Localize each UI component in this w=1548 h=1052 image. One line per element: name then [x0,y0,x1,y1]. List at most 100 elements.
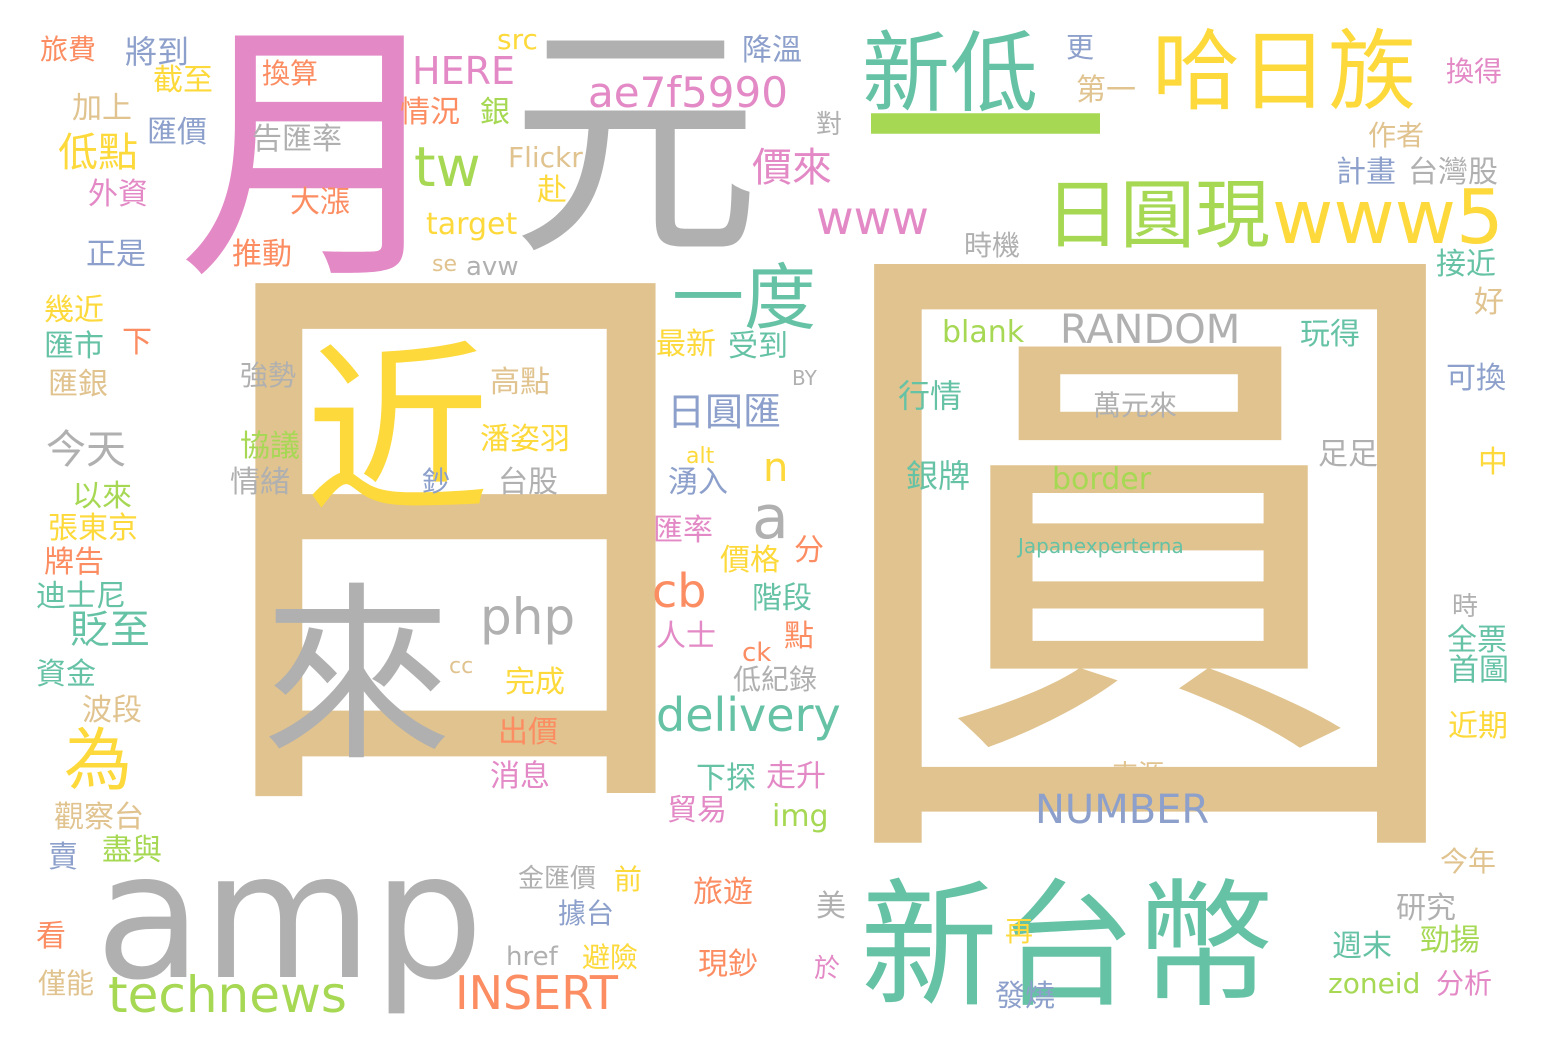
word-ae7f5990: ae7f5990 [588,68,788,117]
word-go-to: 赴 [537,173,567,208]
word-img: img [772,799,829,834]
word-border: border [1052,462,1152,497]
word-as-of: 截至 [153,63,213,98]
word-promote: 推動 [232,237,292,272]
word-convert: 換算 [262,57,319,90]
word-a: a [752,483,789,553]
word-get-in-exchange: 換得 [1446,55,1503,88]
word-recently: 近期 [1448,709,1508,744]
word-exactly: 正是 [86,237,146,272]
word-delivery: delivery [656,688,841,742]
word-yi: 一 [860,0,1110,280]
word-cb: cb [652,564,707,618]
word-src: src [497,23,538,56]
word-source: 來源 [1112,760,1165,790]
word-blank: blank [942,315,1025,350]
word-exchange-rate: 匯率 [653,513,713,548]
word-before: 前 [614,863,643,896]
word-travel: 旅遊 [693,875,753,910]
word-flood-in: 湧入 [668,465,728,500]
word-fever: 發燒 [995,979,1055,1014]
word-author: 作者 [1368,119,1425,152]
word-www: www [816,191,929,245]
word-technews: technews [108,966,347,1024]
word-yen-cash: 日圓現 [1045,171,1271,259]
word-alt: alt [686,444,715,469]
word-timing: 時機 [964,229,1021,262]
word-php: php [480,588,576,646]
word-lai: 來 [262,566,453,787]
word-hedge: 避險 [582,941,639,974]
word-hari-zu: 哈日族 [1152,20,1417,123]
word-once: 一度 [672,256,817,340]
word-by: BY [792,366,817,390]
word-fx-market: 匯市 [44,329,104,364]
word-fully: 足足 [1318,437,1378,472]
word-surge: 大漲 [290,185,350,220]
word-price: 價格 [720,543,780,578]
word-exchange-price: 匯價 [147,115,207,150]
word-ri-large: 日 [148,188,758,898]
word-strong: 強勢 [240,359,297,392]
word-fx-bank: 匯銀 [48,367,108,402]
word-avw: avw [466,252,519,282]
word-random: RANDOM [1060,307,1241,353]
word-affected: 受到 [728,329,788,364]
word-tw-shares: 台灣股 [1408,155,1498,190]
word-shi: 時 [1452,592,1479,622]
word-announce-rate: 告匯率 [252,122,342,157]
word-agreement: 協議 [240,429,300,464]
word-funds: 資金 [36,657,96,692]
word-sell: 賣 [48,840,78,875]
word-yin: 銀 [480,95,510,130]
word-jin: 近 [305,324,490,540]
word-yu: 於 [814,954,841,984]
word-look: 看 [36,919,66,954]
word-nearly: 幾近 [44,293,104,328]
word-analysis: 分析 [1436,967,1493,1000]
word-foreign-capital: 外資 [88,177,148,212]
word-ck: ck [742,638,772,668]
word-per-taiwan: 據台 [558,897,615,930]
word-zoneid: zoneid [1328,967,1421,1000]
word-trade: 貿易 [667,793,727,828]
word-silver-medal: 銀牌 [906,457,971,495]
word-cc: cc [449,654,474,679]
word-yuan-large: 圓 [820,175,1480,944]
word-only-can: 僅能 [38,967,95,1000]
word-depreciate-to: 貶至 [70,607,150,653]
word-this-year: 今年 [1440,845,1497,878]
word-price-come: 價來 [752,145,832,191]
word-posted: 牌告 [44,545,104,580]
word-href: href [506,942,558,972]
word-play: 玩得 [1300,317,1360,352]
word-today: 今天 [46,427,126,473]
word-market: 行情 [898,377,963,415]
word-target: target [426,207,518,242]
word-www5: www5 [1272,173,1504,261]
word-yue: 月 [178,0,453,317]
word-strong-rise: 勁揚 [1420,923,1480,958]
word-exchangeable: 可換 [1446,361,1506,396]
word-banknote: 現鈔 [698,947,758,982]
word-weekend: 週末 [1332,929,1392,964]
word-research: 研究 [1396,891,1456,926]
word-tw: tw [414,135,481,199]
word-wei: 為 [64,722,133,801]
word-japanexperterna: Japanexperterna [1018,534,1184,558]
word-fen: 分 [794,533,824,568]
word-n: n [763,445,789,491]
word-stage: 階段 [752,581,812,616]
word-people: 人士 [656,619,716,654]
word-insert: INSERT [455,966,618,1020]
word-gold-price: 金匯價 [518,864,597,894]
word-wave: 波段 [82,693,142,728]
word-new-taiwan-dollar: 新台幣 [860,866,1275,1027]
word-yen-exchange: 日圓匯 [667,390,782,434]
word-since: 以來 [72,479,132,514]
word-zhang-tokyo: 張東京 [48,511,138,546]
word-high-point: 高點 [490,365,550,400]
word-tw-stock: 台股 [498,465,558,500]
word-chao: 鈔 [422,465,451,498]
